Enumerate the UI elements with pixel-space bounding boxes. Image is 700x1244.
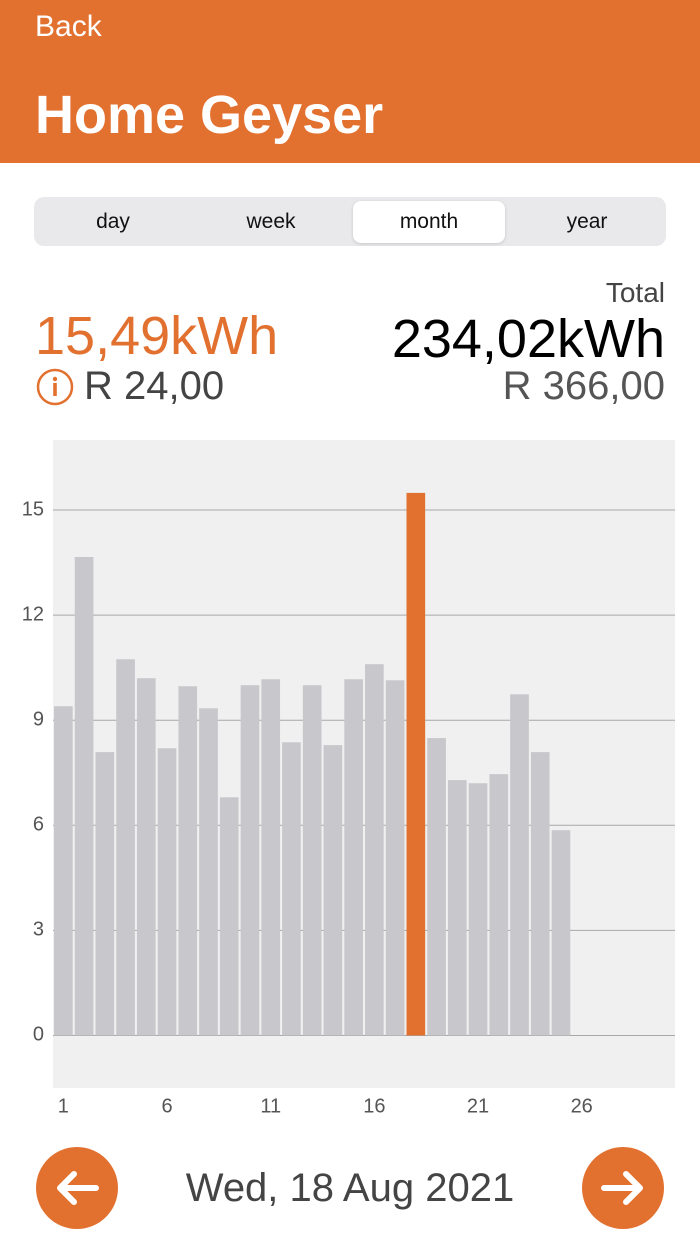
- segment[interactable]: week: [246, 209, 296, 233]
- y-tick-label: 9: [33, 708, 44, 730]
- bar: [219, 797, 239, 1036]
- bar: [95, 752, 115, 1036]
- bar: [323, 745, 343, 1036]
- back-button[interactable]: Back: [35, 10, 102, 43]
- segmented-control: day week month year: [34, 197, 666, 246]
- bar: [406, 492, 426, 1036]
- segment[interactable]: month: [353, 200, 505, 243]
- x-tick-label: 6: [161, 1095, 172, 1117]
- total-label: Total: [605, 277, 665, 308]
- bar: [551, 830, 571, 1036]
- x-tick-label: 1: [58, 1095, 69, 1117]
- bar: [199, 708, 218, 1036]
- bar: [489, 774, 509, 1036]
- bar: [427, 738, 446, 1036]
- bar: [365, 664, 384, 1036]
- selected-energy: 15,49kWh: [35, 306, 279, 366]
- page-title: Home Geyser: [35, 85, 384, 145]
- bar: [344, 679, 363, 1036]
- bar: [468, 783, 488, 1036]
- bar: [302, 685, 322, 1036]
- bar: [282, 742, 301, 1036]
- prev-button[interactable]: [36, 1147, 118, 1229]
- x-tick-label: 11: [260, 1095, 281, 1117]
- bar: [530, 752, 550, 1036]
- bar: [261, 679, 281, 1036]
- y-tick-label: 0: [33, 1024, 44, 1046]
- bar: [178, 686, 198, 1036]
- y-tick-label: 15: [22, 498, 44, 520]
- total-cost: R 366,00: [502, 364, 665, 408]
- bar: [116, 659, 135, 1036]
- plot-area: [53, 440, 675, 1088]
- bar: [136, 678, 156, 1036]
- x-tick-label: 26: [571, 1095, 593, 1117]
- segment[interactable]: year: [566, 209, 608, 233]
- bar: [510, 694, 529, 1036]
- info-icon[interactable]: [36, 368, 74, 406]
- segment[interactable]: day: [96, 209, 130, 233]
- x-tick-label: 16: [363, 1095, 385, 1117]
- bar: [74, 556, 94, 1036]
- bar: [385, 680, 405, 1036]
- total-energy: 234,02kWh: [391, 309, 665, 369]
- bar: [54, 706, 73, 1036]
- x-tick-label: 21: [467, 1095, 489, 1117]
- bar: [157, 748, 177, 1036]
- y-tick-label: 6: [33, 814, 44, 836]
- y-tick-label: 12: [22, 603, 44, 625]
- y-tick-label: 3: [33, 919, 44, 941]
- bar: [447, 780, 467, 1036]
- date-label: Wed, 18 Aug 2021: [185, 1166, 515, 1210]
- selected-cost: R 24,00: [84, 364, 225, 408]
- header: [0, 0, 700, 163]
- bar: [240, 685, 260, 1036]
- next-button[interactable]: [582, 1147, 664, 1229]
